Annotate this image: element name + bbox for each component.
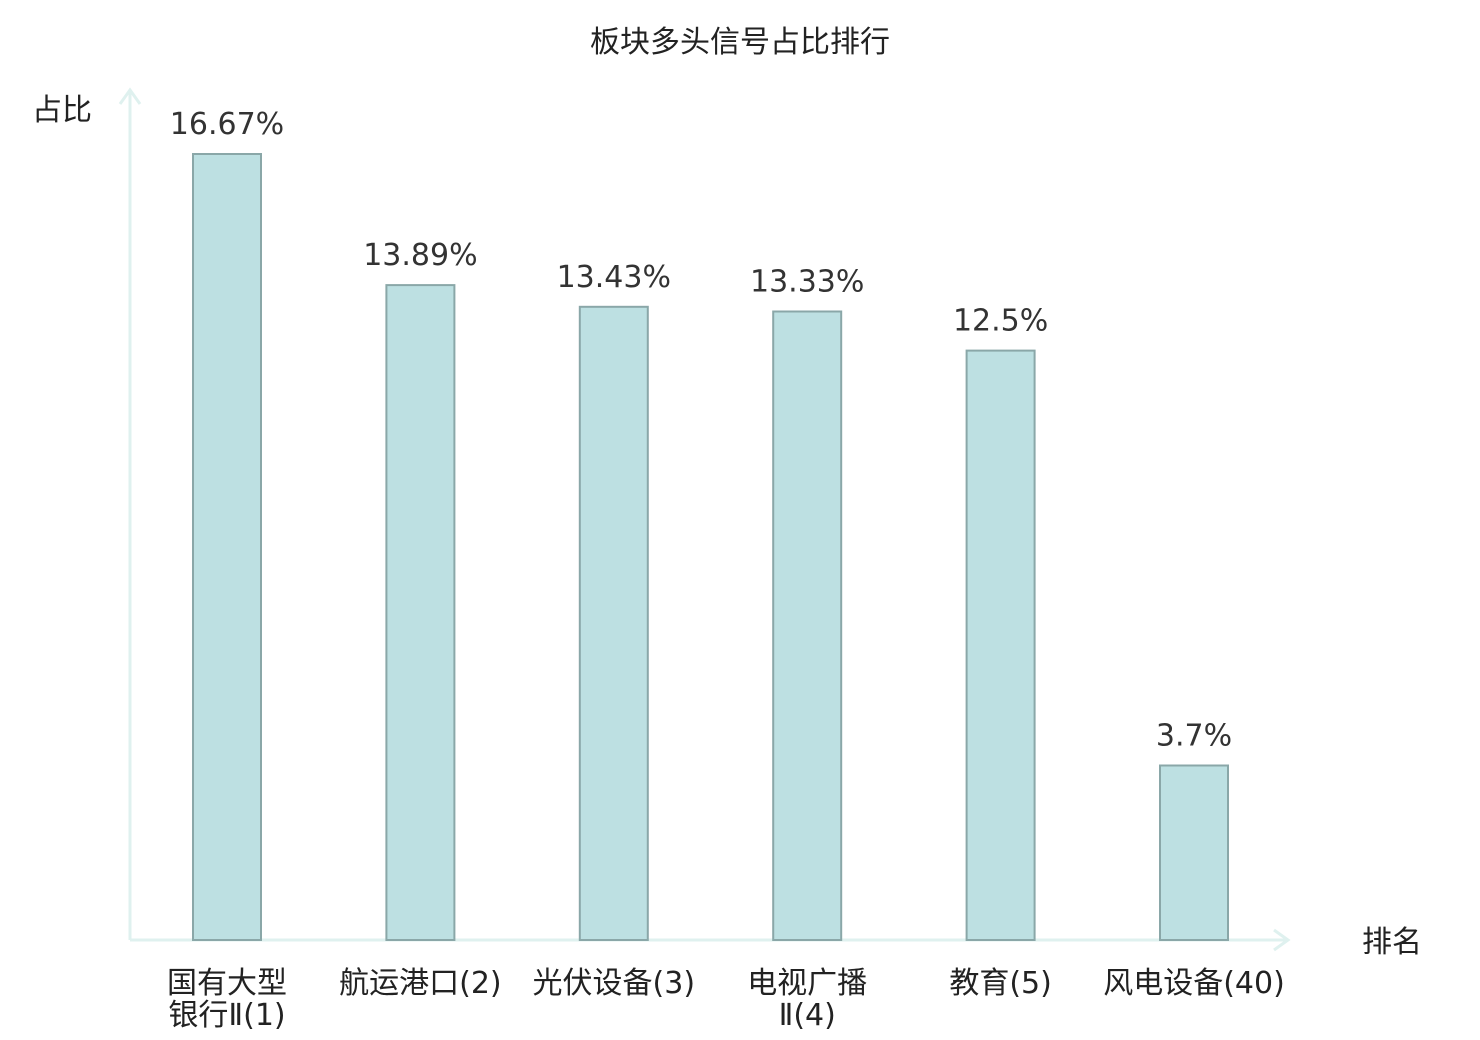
category-label-4-line-2: Ⅱ(4) bbox=[779, 998, 836, 1033]
bars-group bbox=[192, 153, 1229, 942]
bar-6 bbox=[1159, 764, 1229, 941]
y-axis-label: 占比 bbox=[32, 93, 92, 128]
value-labels-group: 16.67% 13.89% 13.43% 13.33% 12.5% 3.7% bbox=[170, 107, 1232, 754]
category-label-5: 教育(5) bbox=[949, 966, 1052, 1001]
y-axis-arrow-icon bbox=[118, 87, 142, 105]
value-label-6: 3.7% bbox=[1156, 719, 1232, 754]
bar-1 bbox=[192, 153, 262, 941]
category-label-4-line-1: 电视广播 bbox=[747, 966, 867, 1001]
value-label-2: 13.89% bbox=[363, 238, 477, 273]
category-label-2: 航运港口(2) bbox=[339, 966, 502, 1001]
value-label-3: 13.43% bbox=[557, 260, 671, 295]
category-label-3: 光伏设备(3) bbox=[533, 966, 696, 1001]
bar-3 bbox=[578, 305, 649, 941]
category-label-1-line-1: 国有大型 bbox=[167, 966, 287, 1001]
axes bbox=[118, 87, 1291, 952]
bar-5 bbox=[965, 349, 1036, 942]
category-label-6: 风电设备(40) bbox=[1103, 966, 1285, 1001]
value-label-1: 16.67% bbox=[170, 107, 284, 142]
x-axis-label: 排名 bbox=[1362, 925, 1422, 960]
value-label-5: 12.5% bbox=[953, 304, 1048, 339]
bar-4 bbox=[772, 310, 843, 941]
bar-2 bbox=[385, 284, 456, 942]
category-label-1-line-2: 银行Ⅱ(1) bbox=[168, 998, 285, 1033]
value-label-4: 13.33% bbox=[750, 265, 864, 300]
x-axis-arrow-icon bbox=[1273, 928, 1291, 952]
chart-title: 板块多头信号占比排行 bbox=[590, 25, 890, 60]
